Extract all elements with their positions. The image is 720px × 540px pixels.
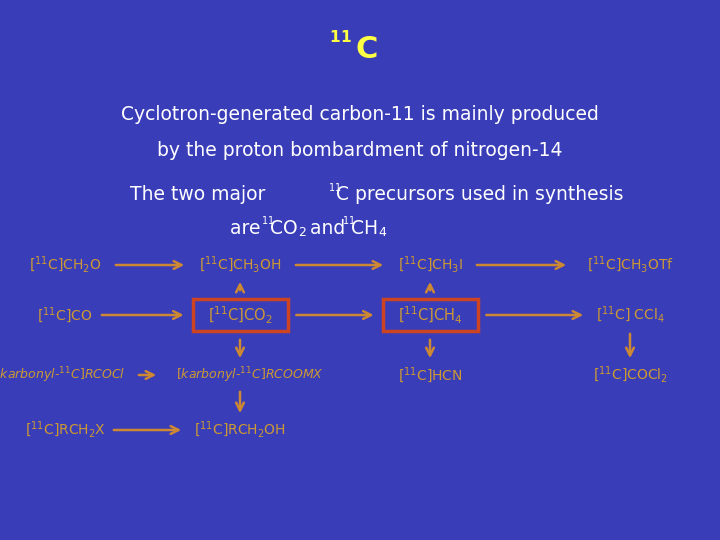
- Text: $^{11}$: $^{11}$: [328, 183, 341, 197]
- Text: $[^{11}$C$]$RCH$_2$X: $[^{11}$C$]$RCH$_2$X: [24, 420, 106, 440]
- Text: C precursors used in synthesis: C precursors used in synthesis: [336, 186, 624, 205]
- Text: $[^{11}$C$]$HCN: $[^{11}$C$]$HCN: [397, 365, 462, 385]
- Text: $[karbonyl$-$^{11}$C$]$RCOCl: $[karbonyl$-$^{11}$C$]$RCOCl: [0, 365, 125, 385]
- Text: $[^{11}$C$]$CO$_2$: $[^{11}$C$]$CO$_2$: [208, 305, 272, 326]
- Text: $^{11}$: $^{11}$: [342, 216, 356, 230]
- Text: $[^{11}$C$]$ CCl$_4$: $[^{11}$C$]$ CCl$_4$: [595, 305, 665, 325]
- Text: $[^{11}$C$]$CH$_3$OH: $[^{11}$C$]$CH$_3$OH: [199, 255, 281, 275]
- Text: 4: 4: [378, 226, 386, 240]
- Text: $[^{11}$C$]$CH$_3$I: $[^{11}$C$]$CH$_3$I: [397, 255, 462, 275]
- Text: $[^{11}$C$]$CH$_3$OTf: $[^{11}$C$]$CH$_3$OTf: [587, 255, 673, 275]
- Text: $[^{11}$C$]$CH$_4$: $[^{11}$C$]$CH$_4$: [397, 305, 462, 326]
- Text: $[karbonyl$-$^{11}$C$]$RCOOMX: $[karbonyl$-$^{11}$C$]$RCOOMX: [176, 365, 324, 385]
- Text: $[^{11}$C$]$CO: $[^{11}$C$]$CO: [37, 305, 93, 325]
- Text: Cyclotron-generated carbon-11 is mainly produced: Cyclotron-generated carbon-11 is mainly …: [121, 105, 599, 125]
- Bar: [382, 299, 477, 331]
- Text: $[^{11}$C$]$CH$_2$O: $[^{11}$C$]$CH$_2$O: [29, 255, 102, 275]
- Text: by the proton bombardment of nitrogen-14: by the proton bombardment of nitrogen-14: [157, 140, 563, 159]
- Text: and: and: [304, 219, 351, 238]
- Text: $\mathbf{^{11}}$: $\mathbf{^{11}}$: [329, 32, 352, 52]
- Text: $[^{11}$C$]$RCH$_2$OH: $[^{11}$C$]$RCH$_2$OH: [194, 420, 286, 440]
- Text: The two major: The two major: [130, 186, 271, 205]
- Text: are: are: [230, 219, 266, 238]
- Text: $\mathbf{C}$: $\mathbf{C}$: [355, 36, 377, 64]
- Text: 2: 2: [298, 226, 306, 240]
- Text: CO: CO: [270, 219, 297, 238]
- Text: $^{11}$: $^{11}$: [261, 216, 274, 230]
- Text: $[^{11}$C$]$COCl$_2$: $[^{11}$C$]$COCl$_2$: [593, 365, 667, 385]
- Bar: [192, 299, 287, 331]
- Text: CH: CH: [351, 219, 378, 238]
